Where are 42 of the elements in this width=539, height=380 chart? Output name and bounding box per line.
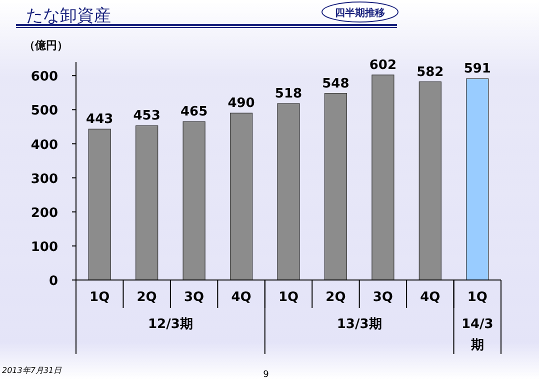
bar <box>230 112 253 280</box>
bar <box>372 74 394 280</box>
y-tick-label: 600 <box>30 70 58 85</box>
text: 13/3期 <box>336 317 382 332</box>
chart-subtitle: 四半期推移 <box>335 7 385 19</box>
text: 12/3期 <box>148 317 193 332</box>
bar <box>418 81 442 280</box>
data-label: 490 <box>228 96 255 112</box>
x-tick-label: 1Q <box>467 290 488 305</box>
y-tick-label: 400 <box>30 138 58 153</box>
x-tick-label: 1Q <box>278 290 299 305</box>
y-tick-label: 0 <box>48 274 58 289</box>
y-tick-label: 500 <box>30 104 58 119</box>
data-label: 591 <box>464 62 491 77</box>
bar <box>88 128 111 280</box>
text: 2013年7月31日 <box>2 366 63 375</box>
data-label: 443 <box>86 112 114 128</box>
bar <box>466 78 489 280</box>
bar <box>277 103 300 280</box>
bar <box>182 121 206 280</box>
y-axis-title: （億円） <box>24 39 68 52</box>
chart-title: たな卸資産 <box>26 6 111 26</box>
x-tick-label: 4Q <box>420 290 440 305</box>
data-label: 602 <box>369 58 397 73</box>
bar <box>136 125 158 280</box>
y-tick-label: 100 <box>30 240 58 255</box>
x-tick-label: 4Q <box>231 290 252 305</box>
data-label: 548 <box>322 76 350 92</box>
data-label: 518 <box>274 86 302 102</box>
y-tick-label: 300 <box>30 172 58 187</box>
x-tick-label: 3Q <box>372 290 393 305</box>
x-tick-label: 1Q <box>90 290 110 305</box>
data-label: 465 <box>180 104 208 120</box>
x-tick-label: 2Q <box>326 290 346 305</box>
y-tick-label: 200 <box>30 206 58 221</box>
x-tick-label: 3Q <box>184 290 204 305</box>
bar <box>324 93 348 280</box>
data-label: 453 <box>133 108 160 124</box>
x-tick-label: 2Q <box>136 290 157 305</box>
data-label: 582 <box>416 64 444 80</box>
text: 14/3期 <box>461 317 494 353</box>
text: 9 <box>263 370 270 380</box>
